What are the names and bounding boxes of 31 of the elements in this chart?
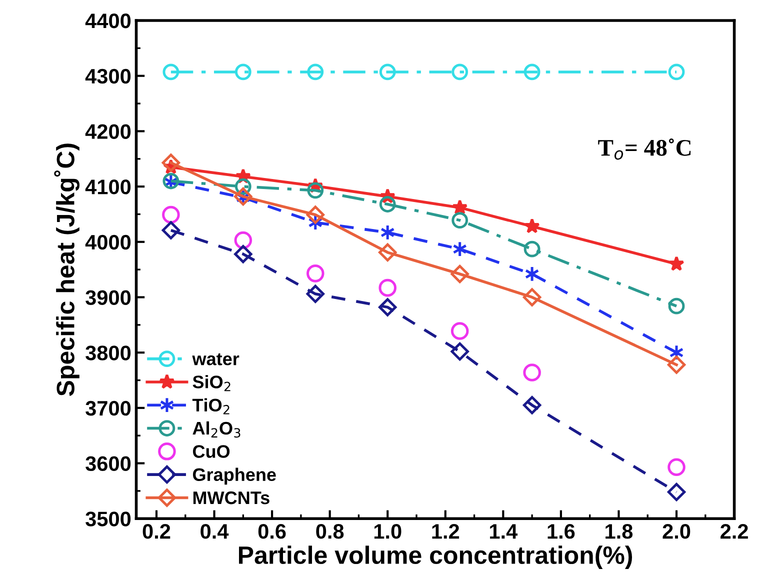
x-tick-label: 2.2 xyxy=(720,524,748,539)
x-tick-label: 0.6 xyxy=(258,524,286,539)
y-tick-label: 4100 xyxy=(85,180,131,194)
y-tick-label: 3500 xyxy=(86,512,131,526)
x-axis-title: Particle volume concentration(%) xyxy=(239,546,632,569)
y-tick-label: 4200 xyxy=(85,124,131,139)
legend-label: MWCNTs xyxy=(193,491,270,504)
legend-label: water xyxy=(192,353,240,366)
x-tick-label: 0.2 xyxy=(142,524,170,539)
x-tick-label: 1.4 xyxy=(490,524,518,539)
legend-label: Al$_{2}$O$_{3}$ xyxy=(192,421,240,438)
x-tick-label: 1.6 xyxy=(548,524,575,539)
legend-label: CuO xyxy=(192,445,230,458)
x-tick-label: 2.0 xyxy=(662,524,690,539)
x-tick-label: 1.2 xyxy=(432,524,460,539)
y-tick-label: 4400 xyxy=(85,14,131,28)
y-tick-label: 4300 xyxy=(85,68,131,84)
y-tick-label: 3900 xyxy=(86,290,131,306)
x-tick-label: 0.4 xyxy=(200,524,229,539)
y-tick-label: 3600 xyxy=(86,456,131,472)
y-tick-label: 3800 xyxy=(86,346,131,360)
legend-label: SiO$_{2}$ xyxy=(192,375,230,392)
annotation: T$_{o}$= 48˚C xyxy=(598,138,691,160)
x-tick-label: 1.0 xyxy=(374,524,402,539)
x-tick-label: 1.8 xyxy=(606,524,633,539)
legend-label: Graphene xyxy=(192,468,276,485)
y-axis-title: Specific heat (J/kg˚C) xyxy=(54,144,80,396)
x-tick-label: 0.8 xyxy=(316,524,344,539)
y-tick-label: 4000 xyxy=(85,234,131,250)
y-tick-label: 3700 xyxy=(86,400,131,416)
legend-label: TiO$_{2}$ xyxy=(192,398,230,414)
